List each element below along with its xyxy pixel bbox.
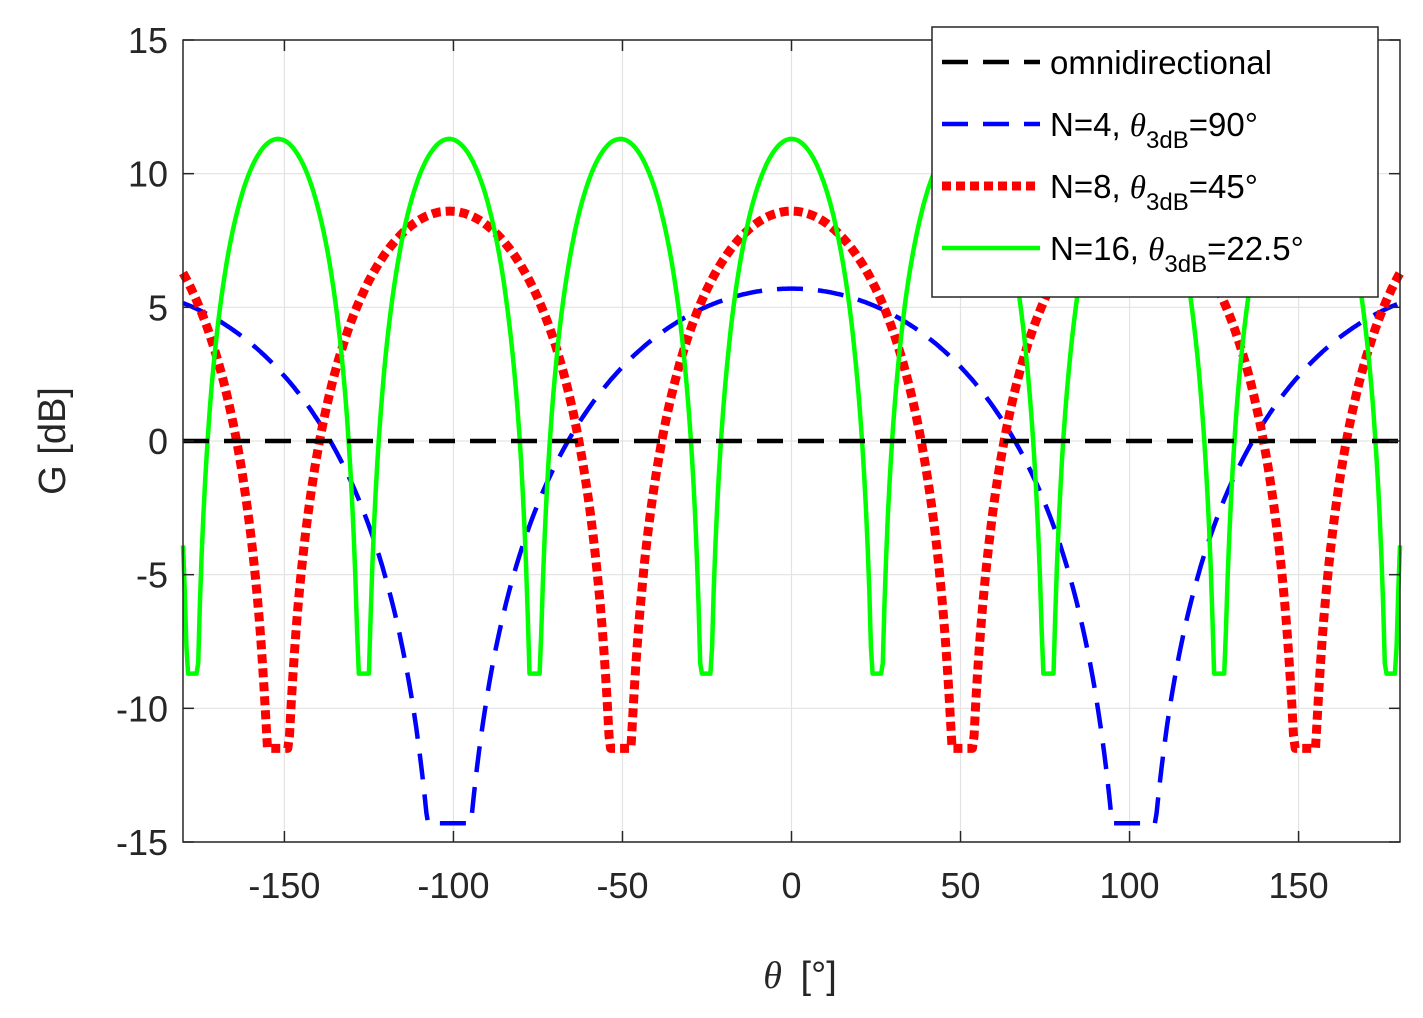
x-tick-label: -150 <box>248 865 320 906</box>
x-tick-label: 0 <box>781 865 801 906</box>
x-tick-label: 100 <box>1100 865 1160 906</box>
x-tick-label: 50 <box>941 865 981 906</box>
series-line-1 <box>182 286 1401 826</box>
x-axis-unit: [°] <box>800 955 836 997</box>
x-tick-label: -100 <box>417 865 489 906</box>
y-axis-label: G [dB] <box>32 387 74 495</box>
legend-label-0: omnidirectional <box>1050 44 1272 81</box>
y-tick-label: 10 <box>128 154 168 195</box>
legend-label-1: N=4, θ3dB=90° <box>1050 106 1258 154</box>
legend-label-3: N=16, θ3dB=22.5° <box>1050 230 1304 278</box>
x-tick-label: 150 <box>1269 865 1329 906</box>
y-tick-label: 5 <box>148 287 168 328</box>
x-tick-label: -50 <box>596 865 648 906</box>
legend: omnidirectional N=4, θ3dB=90° N=8, θ3dB=45… <box>931 26 1379 298</box>
series-line-3 <box>180 136 1403 676</box>
legend-label-2: N=8, θ3dB=45° <box>1050 168 1258 216</box>
y-tick-label: -5 <box>136 555 168 596</box>
y-tick-label: -15 <box>116 822 168 863</box>
legend-box <box>931 26 1379 298</box>
y-tick-label: -10 <box>116 688 168 729</box>
x-axis-label: θ [°] <box>763 955 837 997</box>
x-axis-symbol: θ <box>763 955 782 997</box>
y-tick-label: 0 <box>148 421 168 462</box>
y-tick-label: 15 <box>128 20 168 61</box>
